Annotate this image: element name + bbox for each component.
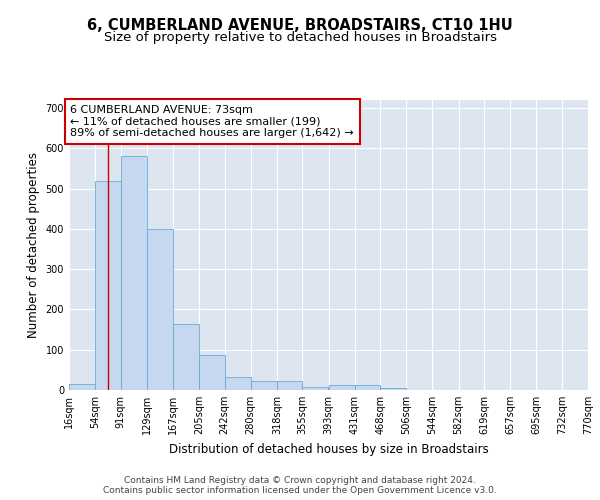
Bar <box>147 229 173 390</box>
Bar <box>95 180 121 390</box>
Y-axis label: Number of detached properties: Number of detached properties <box>27 152 40 338</box>
Text: 6, CUMBERLAND AVENUE, BROADSTAIRS, CT10 1HU: 6, CUMBERLAND AVENUE, BROADSTAIRS, CT10 … <box>87 18 513 32</box>
Bar <box>355 385 380 390</box>
Bar <box>380 388 406 390</box>
Bar <box>69 384 95 390</box>
Bar <box>277 381 302 390</box>
Bar <box>302 387 329 390</box>
Bar <box>329 385 355 390</box>
Bar <box>173 324 199 390</box>
Bar <box>121 156 147 390</box>
Bar <box>199 354 224 390</box>
Bar <box>251 381 277 390</box>
Text: 6 CUMBERLAND AVENUE: 73sqm
← 11% of detached houses are smaller (199)
89% of sem: 6 CUMBERLAND AVENUE: 73sqm ← 11% of deta… <box>70 105 354 138</box>
Text: Size of property relative to detached houses in Broadstairs: Size of property relative to detached ho… <box>104 31 497 44</box>
Text: Contains HM Land Registry data © Crown copyright and database right 2024.
Contai: Contains HM Land Registry data © Crown c… <box>103 476 497 495</box>
X-axis label: Distribution of detached houses by size in Broadstairs: Distribution of detached houses by size … <box>169 442 488 456</box>
Bar <box>224 377 251 390</box>
